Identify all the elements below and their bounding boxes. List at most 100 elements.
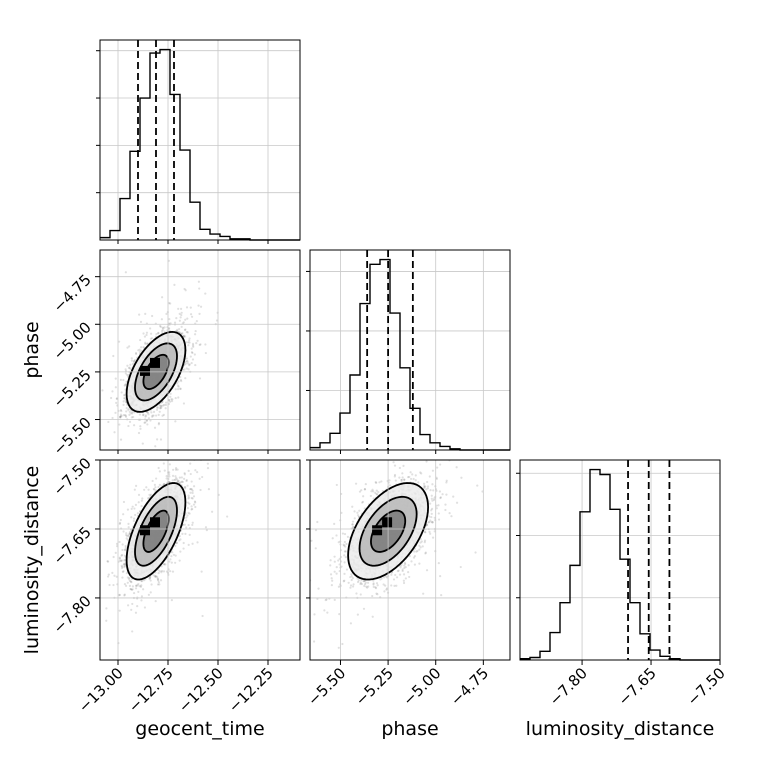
scatter-point <box>173 283 176 286</box>
scatter-point <box>180 476 183 479</box>
scatter-point <box>168 318 171 321</box>
scatter-point <box>123 548 127 551</box>
scatter-point <box>157 485 160 489</box>
scatter-point <box>169 570 172 573</box>
scatter-point <box>134 587 138 590</box>
scatter-point <box>146 411 149 414</box>
scatter-point <box>124 372 127 375</box>
scatter-point <box>118 423 121 426</box>
scatter-point <box>177 385 180 388</box>
scatter-point <box>128 407 131 410</box>
scatter-layer <box>101 259 484 649</box>
scatter-point <box>185 526 188 529</box>
scatter-point <box>156 578 160 581</box>
scatter-point <box>204 292 207 295</box>
scatter-point <box>168 327 171 330</box>
scatter-point <box>144 312 147 315</box>
scatter-point <box>185 330 188 334</box>
scatter-point <box>199 305 203 308</box>
scatter-point <box>183 473 186 476</box>
scatter-point <box>108 583 111 587</box>
scatter-point <box>131 585 134 588</box>
scatter-point <box>142 345 145 349</box>
scatter-point <box>179 387 182 390</box>
scatter-point <box>228 424 230 426</box>
scatter-point <box>196 471 199 474</box>
scatter-point <box>189 306 192 309</box>
scatter-point <box>160 565 163 568</box>
scatter-point <box>169 392 172 395</box>
scatter-point <box>151 314 154 318</box>
scatter-point <box>121 543 124 546</box>
scatter-point <box>115 401 118 404</box>
scatter-point <box>186 362 190 365</box>
scatter-point <box>184 486 187 489</box>
scatter-point <box>157 332 160 335</box>
scatter-point <box>164 407 167 410</box>
contour-line <box>134 342 178 402</box>
scatter-point <box>118 594 121 597</box>
scatter-point <box>152 410 156 413</box>
scatter-point <box>191 344 195 347</box>
scatter-point <box>145 419 148 423</box>
scatter-point <box>143 606 147 609</box>
scatter-point <box>190 505 193 508</box>
scatter-point <box>129 363 132 366</box>
scatter-point <box>167 480 171 484</box>
scatter-point <box>162 570 166 573</box>
scatter-point <box>137 349 140 352</box>
scatter-point <box>171 570 175 573</box>
scatter-point <box>175 467 178 470</box>
scatter-point <box>179 378 183 382</box>
scatter-point <box>154 445 157 448</box>
scatter-point <box>175 541 178 545</box>
scatter-point <box>170 561 173 564</box>
scatter-point <box>125 407 128 410</box>
scatter-point <box>161 414 164 417</box>
scatter-point <box>179 550 182 553</box>
scatter-point <box>157 579 160 582</box>
scatter-point <box>120 566 124 570</box>
scatter-point <box>174 396 177 400</box>
scatter-point <box>165 401 168 404</box>
scatter-point <box>141 442 144 445</box>
scatter-point <box>201 475 204 479</box>
scatter-point <box>219 441 221 443</box>
scatter-point <box>190 347 193 350</box>
scatter-point <box>115 575 118 578</box>
scatter-point <box>146 342 149 345</box>
scatter-point <box>186 484 189 487</box>
scatter-point <box>187 494 190 497</box>
scatter-point <box>189 488 193 491</box>
scatter-point <box>130 608 133 611</box>
scatter-point <box>132 517 136 520</box>
scatter-point <box>149 591 152 594</box>
scatter-point <box>161 296 164 299</box>
scatter-point <box>157 423 160 426</box>
scatter-point <box>182 541 185 545</box>
scatter-point <box>121 553 124 557</box>
scatter-point <box>131 412 134 415</box>
scatter-point <box>124 544 127 548</box>
scatter-point <box>184 377 187 380</box>
scatter-point <box>128 532 131 535</box>
scatter-point <box>195 320 198 323</box>
scatter-point <box>124 271 127 274</box>
scatter-point <box>154 489 157 492</box>
scatter-point <box>148 493 151 496</box>
scatter-point <box>159 324 162 327</box>
scatter-point <box>215 319 219 322</box>
scatter-point <box>176 478 179 481</box>
scatter-point <box>183 487 187 490</box>
scatter-point <box>184 360 187 363</box>
scatter-point <box>201 614 204 618</box>
scatter-point <box>119 559 122 562</box>
scatter-point <box>128 413 131 416</box>
scatter-point <box>174 554 177 557</box>
scatter-point <box>164 403 168 407</box>
scatter-point <box>165 312 168 316</box>
scatter-point <box>109 396 113 400</box>
scatter-point <box>190 361 193 365</box>
scatter-point <box>163 330 166 333</box>
scatter-point <box>157 581 160 584</box>
